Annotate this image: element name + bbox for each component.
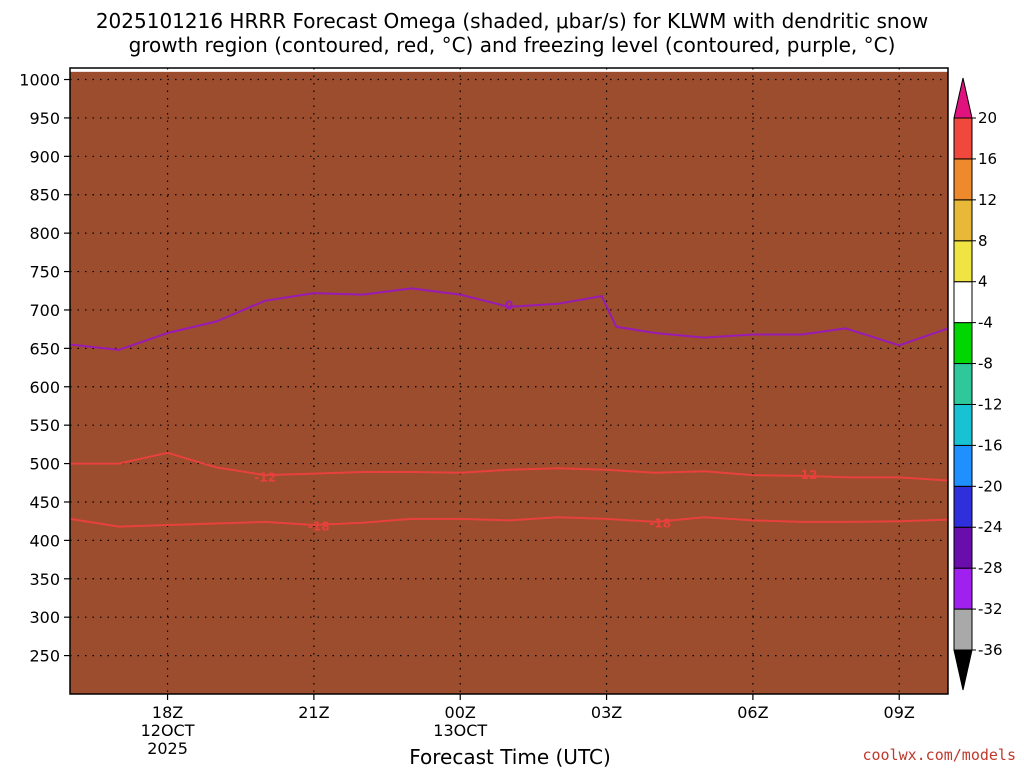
ground-surface: [70, 71, 948, 694]
contour-label: -12: [796, 468, 818, 482]
chart-title-line1: 2025101216 HRRR Forecast Omega (shaded, …: [96, 9, 928, 33]
y-tick-label: 1000: [19, 71, 60, 90]
y-axis: 250 300 350 400 450 500 550 600 650 700 750 800 850 9…: [19, 71, 70, 666]
colorbar-tick-label: -8: [978, 355, 993, 373]
colorbar-tick-label: -12: [978, 395, 1003, 413]
colorbar-swatch: [953, 363, 973, 405]
colorbar-swatch: [953, 444, 973, 487]
colorbar-swatch: [953, 158, 973, 201]
colorbar-swatch: [953, 199, 973, 242]
contour-line: [69, 516, 949, 528]
contour-label: -18: [649, 516, 671, 530]
x-tick-label: 21Z: [298, 703, 329, 722]
colorbar-swatch: [953, 526, 973, 569]
colorbar-swatch: [953, 322, 973, 365]
contour-label: -18: [308, 520, 330, 534]
y-tick-label: 400: [29, 531, 60, 550]
x-tick-date: 13OCT: [433, 721, 487, 740]
contour-lines: -18 -18 -12 -12 0: [69, 287, 949, 534]
y-tick-label: 950: [29, 109, 60, 128]
colorbar-swatch: [953, 281, 973, 324]
colorbar-tick-label: -16: [978, 436, 1003, 454]
x-tick-year: 2025: [147, 739, 188, 758]
y-tick-label: 850: [29, 186, 60, 205]
colorbar-swatch: [953, 240, 973, 283]
colorbar-tick-label: -20: [978, 477, 1003, 495]
colorbar-min-arrow: [953, 649, 973, 691]
colorbar-swatch: [953, 117, 973, 160]
x-tick-label: 09Z: [884, 703, 915, 722]
colorbar-tick-label: -24: [978, 518, 1003, 536]
chart-title-line2: growth region (contoured, red, °C) and f…: [129, 33, 896, 57]
y-tick-label: 250: [29, 647, 60, 666]
colorbar-swatch: [953, 485, 973, 528]
colorbar-max-arrow: [953, 77, 973, 119]
y-tick-label: 700: [29, 301, 60, 320]
y-tick-label: 900: [29, 147, 60, 166]
x-tick-label: 00Z: [445, 703, 476, 722]
colorbar-tick-label: 12: [978, 191, 997, 209]
credit-text: coolwx.com/models: [862, 746, 1016, 764]
colorbar-tick-label: -4: [978, 314, 993, 332]
colorbar: -36 -32 -28 -24 -20 -16 -12 -8 -4 4 8 12 16 20: [953, 77, 1003, 691]
y-tick-label: 600: [29, 378, 60, 397]
plot-area: -18 -18 -12 -12 0: [69, 67, 949, 695]
contour-line: [69, 287, 949, 351]
colorbar-swatch: [953, 608, 973, 651]
colorbar-tick-label: -32: [978, 600, 1003, 618]
colorbar-tick-label: 4: [978, 273, 988, 291]
colorbar-tick-label: 8: [978, 232, 988, 250]
colorbar-tick-label: -36: [978, 641, 1003, 659]
y-tick-label: 350: [29, 570, 60, 589]
x-axis-label: Forecast Time (UTC): [409, 745, 611, 768]
x-tick-label: 18Z: [152, 703, 183, 722]
colorbar-tick-label: 20: [978, 109, 997, 127]
x-tick-date: 12OCT: [141, 721, 195, 740]
colorbar-swatch: [953, 567, 973, 610]
y-tick-label: 650: [29, 339, 60, 358]
contour-label: -12: [254, 470, 276, 484]
colorbar-swatch: [953, 403, 973, 446]
y-tick-label: 500: [29, 455, 60, 474]
x-tick-label: 03Z: [591, 703, 622, 722]
contour-label: 0: [505, 298, 513, 312]
contour-line: [70, 451, 949, 482]
y-tick-label: 750: [29, 263, 60, 282]
plot-frame: [69, 67, 949, 695]
colorbar-tick-label: -28: [978, 559, 1003, 577]
y-tick-label: 300: [29, 608, 60, 627]
y-tick-label: 550: [29, 416, 60, 435]
colorbar-tick-label: 16: [978, 150, 997, 168]
y-tick-label: 450: [29, 493, 60, 512]
y-tick-label: 800: [29, 224, 60, 243]
x-tick-label: 06Z: [737, 703, 768, 722]
